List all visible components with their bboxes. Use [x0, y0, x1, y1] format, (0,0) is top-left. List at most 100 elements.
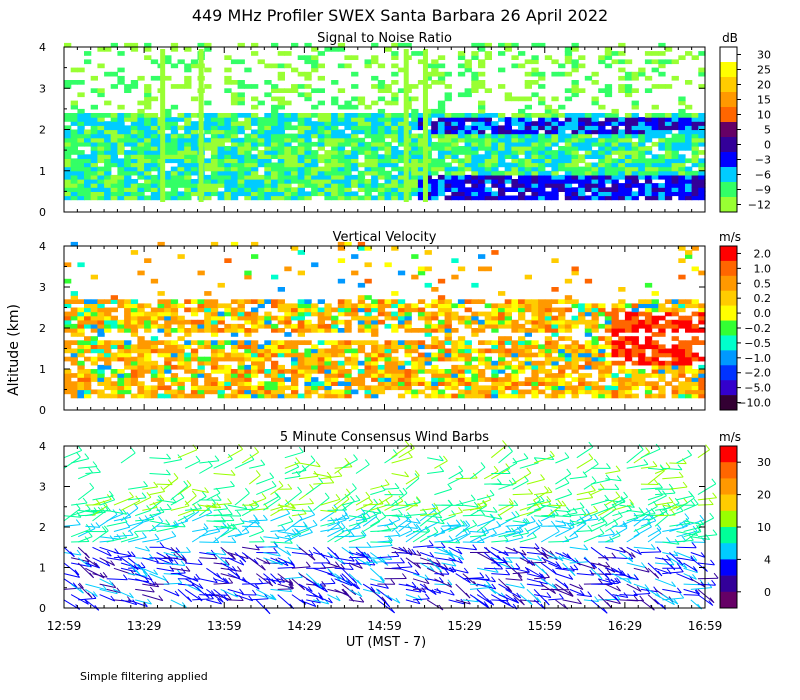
snr-cell	[471, 42, 479, 48]
wind-barb-flag	[133, 502, 139, 509]
snr-cell	[124, 129, 132, 135]
snr-cell	[130, 125, 139, 131]
vv-cell	[424, 344, 432, 350]
snr-cell	[317, 129, 325, 135]
snr-cell	[424, 133, 432, 139]
vv-cell	[304, 377, 312, 382]
snr-cell	[90, 88, 98, 93]
snr-cell	[691, 179, 699, 184]
snr-cell	[257, 133, 265, 139]
snr-cell	[437, 129, 446, 135]
snr-cell	[538, 141, 546, 147]
snr-cell	[624, 141, 633, 147]
vv-cell	[551, 344, 559, 350]
vv-cell	[564, 344, 573, 350]
vv-cell	[678, 315, 686, 321]
vv-cell	[644, 282, 653, 288]
vv-cell	[511, 307, 519, 313]
snr-cell	[431, 121, 439, 126]
wind-barb	[192, 512, 212, 522]
vv-cell	[217, 315, 225, 321]
vv-cell	[90, 389, 98, 395]
vv-cell	[97, 369, 105, 374]
vv-cell	[384, 262, 392, 268]
vv-cell	[377, 369, 386, 374]
snr-cell	[257, 158, 265, 164]
snr-cell	[297, 183, 305, 188]
vv-cell	[351, 340, 359, 345]
vv-cell	[538, 323, 546, 329]
snr-cell	[337, 162, 346, 168]
wind-barb-flag	[141, 492, 147, 499]
snr-cell	[277, 158, 285, 164]
vv-cell	[604, 352, 613, 358]
vv-cell	[64, 348, 72, 354]
snr-cell	[77, 141, 85, 147]
vv-cell	[150, 336, 159, 341]
vv-cell	[124, 385, 132, 391]
snr-cell	[604, 154, 613, 159]
wind-barb-flag	[114, 548, 120, 554]
snr-cell	[397, 113, 406, 118]
wind-barb-flag	[276, 578, 282, 584]
wind-barb-flag	[156, 507, 162, 514]
snr-cell	[471, 80, 479, 85]
snr-cell	[237, 96, 245, 102]
snr-cell	[431, 158, 439, 164]
vv-cell	[364, 352, 372, 358]
snr-cell	[97, 154, 105, 159]
snr-cell	[551, 59, 559, 65]
vv-cell	[584, 381, 593, 386]
wind-barb	[156, 499, 177, 504]
vv-cell	[431, 393, 439, 399]
snr-cell	[104, 150, 112, 155]
snr-cell	[97, 187, 105, 192]
snr-cell	[417, 166, 426, 172]
snr-cell	[324, 174, 332, 180]
snr-cell	[224, 187, 232, 192]
snr-cell	[678, 146, 686, 151]
wind-barb-flag	[238, 443, 243, 450]
snr-cell	[331, 137, 339, 143]
snr-cell	[271, 162, 279, 168]
vv-cell	[631, 344, 639, 350]
vv-cell	[291, 344, 299, 350]
wind-barb-flag	[76, 511, 82, 518]
vv-cell	[437, 328, 446, 333]
vv-cell	[484, 356, 492, 362]
snr-cell	[564, 166, 573, 172]
vv-cell	[377, 356, 386, 362]
wind-barb	[128, 578, 149, 583]
snr-cell	[130, 150, 139, 155]
wind-barb-flag	[87, 592, 93, 599]
snr-cell	[638, 67, 646, 73]
snr-cell	[644, 187, 653, 192]
vv-cell	[64, 262, 72, 268]
vv-cell	[150, 369, 159, 374]
snr-cell	[658, 121, 666, 126]
snr-cell	[491, 195, 499, 201]
snr-cell	[337, 179, 346, 184]
snr-cell	[164, 113, 172, 118]
snr-cell	[364, 154, 372, 159]
vv-cell	[97, 381, 105, 386]
snr-cell	[544, 141, 553, 147]
vv-cell	[631, 369, 639, 374]
wind-barb	[85, 511, 103, 517]
snr-cell	[511, 96, 519, 102]
snr-cell	[484, 166, 492, 172]
vv-cell	[644, 381, 653, 386]
snr-cell	[264, 125, 272, 131]
vv-cell	[77, 315, 85, 321]
wind-barb-flag	[105, 560, 111, 567]
snr-cell	[437, 158, 446, 164]
snr-cell	[551, 183, 559, 188]
snr-cell	[631, 129, 639, 135]
vv-cell	[190, 385, 199, 391]
wind-barb-flag	[280, 524, 286, 531]
snr-cell	[324, 154, 332, 159]
vv-cell	[424, 393, 432, 399]
vv-cell	[124, 364, 132, 370]
snr-cell	[571, 129, 579, 135]
snr-cell	[631, 174, 639, 180]
